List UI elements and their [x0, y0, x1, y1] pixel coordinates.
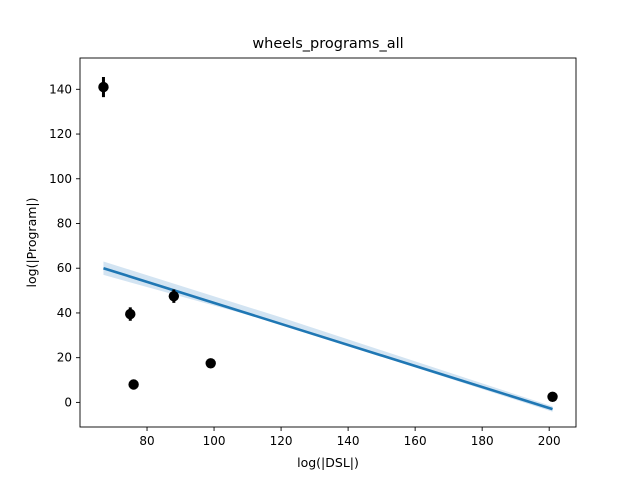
- x-tick-label: 80: [139, 434, 154, 448]
- y-tick-label: 100: [49, 172, 72, 186]
- x-tick-label: 180: [471, 434, 494, 448]
- plot-layer: [98, 77, 558, 412]
- y-tick-label: 80: [57, 216, 72, 230]
- data-point: [125, 308, 136, 320]
- x-tick-label: 140: [337, 434, 360, 448]
- x-tick-label: 120: [270, 434, 293, 448]
- plot-frame: [79, 57, 577, 428]
- y-tick-label: 0: [64, 395, 72, 409]
- y-tick-label: 120: [49, 127, 72, 141]
- x-tick-label: 100: [203, 434, 226, 448]
- y-axis-label: log(|Program|): [24, 198, 39, 288]
- y-tick-label: 60: [57, 261, 72, 275]
- y-tick-label: 140: [49, 82, 72, 96]
- data-point: [98, 81, 109, 93]
- x-tick-label: 200: [538, 434, 561, 448]
- x-axis-label: log(|DSL|): [297, 455, 359, 470]
- data-point: [205, 358, 216, 369]
- data-point: [547, 391, 558, 403]
- y-tick-label: 40: [57, 306, 72, 320]
- regression-line: [103, 266, 553, 411]
- axis-layer: 80 100 120 140 160 180 200 0 20 40 60 80 100 120 140: [49, 82, 561, 448]
- data-point: [128, 379, 139, 390]
- y-tick-label: 20: [57, 351, 72, 365]
- chart-title: wheels_programs_all: [252, 36, 403, 52]
- data-point: [168, 290, 180, 302]
- x-tick-label: 160: [404, 434, 427, 448]
